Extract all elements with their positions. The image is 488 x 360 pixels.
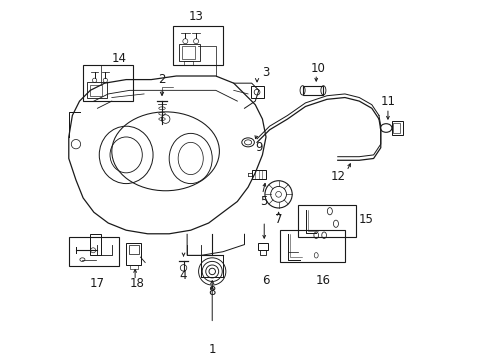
Bar [87, 82, 107, 98]
Text: 9: 9 [255, 141, 262, 154]
Bar [251, 170, 265, 179]
Text: 6: 6 [262, 274, 269, 287]
Text: 14: 14 [111, 51, 126, 64]
Bar [83, 65, 133, 101]
Bar [391, 121, 402, 135]
Bar [184, 61, 192, 64]
Text: 10: 10 [310, 62, 325, 75]
Bar [260, 250, 266, 255]
Text: 3: 3 [262, 66, 269, 79]
Text: 2: 2 [158, 73, 165, 86]
Text: 17: 17 [90, 278, 105, 291]
Text: 8: 8 [208, 285, 216, 298]
Text: 4: 4 [180, 269, 187, 282]
Text: 7: 7 [274, 213, 282, 226]
Text: 18: 18 [129, 278, 144, 291]
Bar [182, 46, 195, 59]
Text: 13: 13 [188, 10, 203, 23]
Text: 11: 11 [380, 95, 395, 108]
Text: 15: 15 [358, 213, 373, 226]
Bar [250, 86, 263, 98]
Bar [69, 237, 119, 266]
Bar [392, 123, 399, 133]
Bar [126, 243, 140, 265]
Text: 12: 12 [329, 170, 345, 183]
Bar [280, 230, 344, 262]
Bar [128, 245, 139, 254]
Bar [179, 44, 200, 61]
Bar [257, 243, 267, 250]
Text: 5: 5 [260, 195, 267, 208]
Bar [298, 205, 355, 237]
Bar [129, 265, 137, 269]
Text: 1: 1 [208, 343, 216, 356]
Text: 16: 16 [315, 274, 330, 287]
Bar [89, 85, 102, 96]
Bar [172, 26, 223, 65]
Bar [302, 86, 323, 95]
